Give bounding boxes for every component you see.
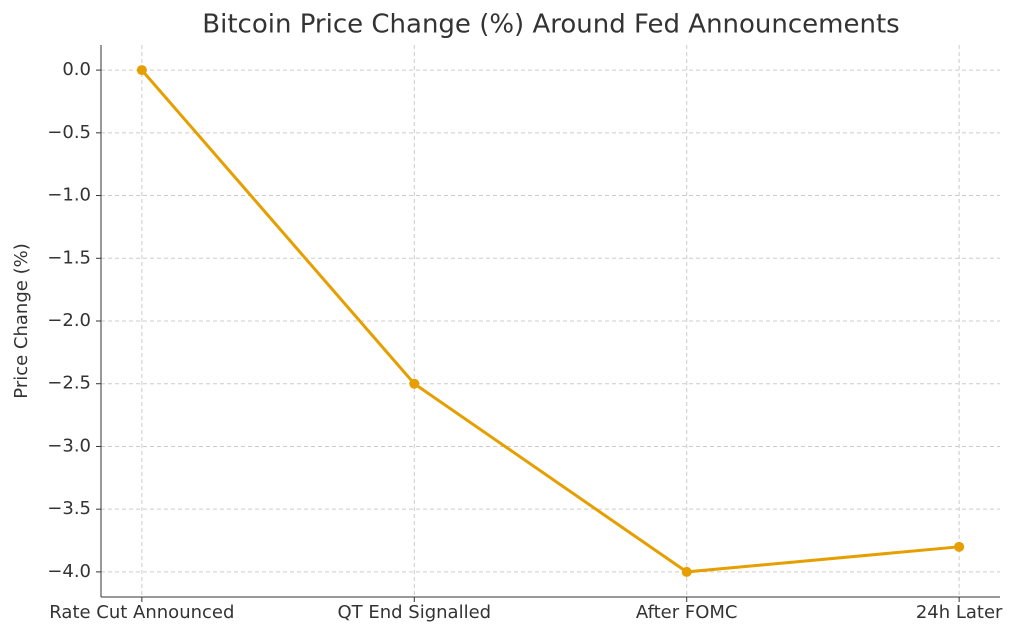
x-tick-label: 24h Later bbox=[916, 602, 1003, 623]
y-tick-label: −3.0 bbox=[47, 435, 91, 456]
x-tick-label: QT End Signalled bbox=[337, 602, 491, 623]
y-tick-label: −4.0 bbox=[47, 561, 91, 582]
y-tick-label: −3.5 bbox=[47, 498, 91, 519]
y-tick-label: −1.5 bbox=[47, 247, 91, 268]
x-tick-label: After FOMC bbox=[636, 602, 738, 623]
y-tick-label: 0.0 bbox=[62, 59, 91, 80]
data-point bbox=[136, 65, 147, 76]
y-tick-label: −2.5 bbox=[47, 373, 91, 394]
data-point bbox=[954, 541, 965, 552]
y-tick-label: −0.5 bbox=[47, 122, 91, 143]
y-tick-label: −1.0 bbox=[47, 185, 91, 206]
data-point bbox=[409, 378, 420, 389]
x-tick-label: Rate Cut Announced bbox=[49, 602, 234, 623]
data-line bbox=[140, 69, 960, 574]
y-tick-label: −2.0 bbox=[47, 310, 91, 331]
data-point bbox=[681, 566, 692, 577]
y-axis-label: Price Change (%) bbox=[11, 243, 32, 398]
chart-title: Bitcoin Price Change (%) Around Fed Anno… bbox=[202, 10, 899, 40]
